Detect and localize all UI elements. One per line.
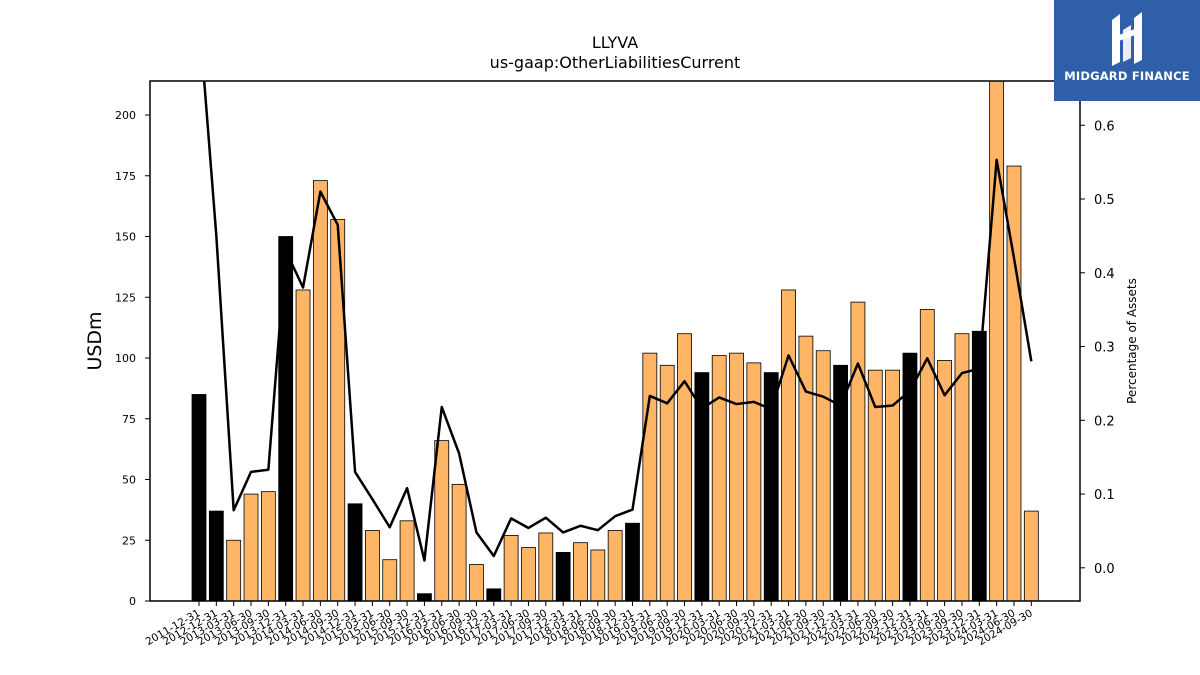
y2-tick-label: 0.2 <box>1094 414 1115 429</box>
y-tick-label: 100 <box>115 352 136 365</box>
bar <box>469 564 484 601</box>
bar <box>260 491 276 601</box>
bar <box>278 236 294 601</box>
bar <box>1023 510 1039 601</box>
bar <box>781 289 796 601</box>
y-tick-label: 50 <box>122 474 136 487</box>
bar <box>555 552 571 601</box>
bar <box>382 559 398 601</box>
bar <box>538 532 554 601</box>
bar <box>954 333 970 601</box>
bar <box>815 350 831 601</box>
bar <box>573 542 588 601</box>
bar <box>503 534 519 601</box>
y2-tick-label: 0.5 <box>1094 193 1115 208</box>
bar <box>902 352 918 601</box>
y2-tick-label: 0.4 <box>1094 267 1115 282</box>
line-group <box>202 81 1033 562</box>
bar <box>694 372 710 601</box>
y2-tick-label: 0.3 <box>1094 341 1115 356</box>
bar <box>677 333 692 601</box>
bar <box>191 394 207 601</box>
brand-name: MIDGARD FINANCE <box>1064 69 1190 83</box>
bar <box>798 335 814 601</box>
bar <box>607 530 623 601</box>
bar <box>833 364 848 601</box>
bar <box>521 547 536 601</box>
bar <box>590 549 606 601</box>
bar <box>312 180 328 601</box>
bar <box>850 301 866 601</box>
axes-group: 0 25 50 75 100 125 150 175 200 0.0 0.1 0.2 0.3 0.4 0.5… <box>115 80 1115 648</box>
y-tick-label: 200 <box>115 109 136 122</box>
bar <box>625 522 640 601</box>
bar <box>330 219 346 601</box>
bar <box>885 369 900 601</box>
y-axis-label: USDm <box>84 311 106 370</box>
y2-tick-label: 0.0 <box>1094 562 1115 577</box>
bar <box>746 362 762 601</box>
bar <box>243 493 259 601</box>
bar <box>919 309 935 601</box>
chart-title: LLYVA <box>592 33 638 52</box>
bar <box>711 355 727 601</box>
y-tick-label: 25 <box>122 534 136 547</box>
bar <box>729 352 744 601</box>
bar <box>399 520 415 601</box>
bar <box>867 369 883 601</box>
bars-group <box>191 81 1039 601</box>
bar <box>208 510 224 601</box>
line-series <box>202 81 1033 562</box>
bar <box>226 539 242 601</box>
bar <box>971 330 987 601</box>
chart-subtitle: us-gaap:OtherLiabilitiesCurrent <box>490 53 741 72</box>
bar <box>642 352 658 601</box>
bar <box>451 483 467 601</box>
y-tick-label: 125 <box>115 291 136 304</box>
brand-mark-icon <box>1112 12 1142 66</box>
y-tick-label: 0 <box>129 595 136 608</box>
y-tick-label: 75 <box>122 413 136 426</box>
y2-tick-label: 0.1 <box>1094 488 1115 503</box>
bar <box>417 593 432 601</box>
bar <box>989 81 1005 601</box>
brand-logo: MIDGARD FINANCE <box>1054 0 1200 101</box>
bar <box>295 289 311 601</box>
y2-tick-label: 0.6 <box>1094 119 1115 134</box>
bar <box>763 372 779 601</box>
bar <box>434 440 450 601</box>
bar <box>937 360 953 601</box>
y-tick-label: 175 <box>115 170 136 183</box>
y-tick-label: 150 <box>115 231 136 244</box>
bar <box>347 503 363 601</box>
bar <box>486 588 502 601</box>
bar <box>364 530 380 601</box>
y2-axis-label: Percentage of Assets <box>1125 278 1139 404</box>
